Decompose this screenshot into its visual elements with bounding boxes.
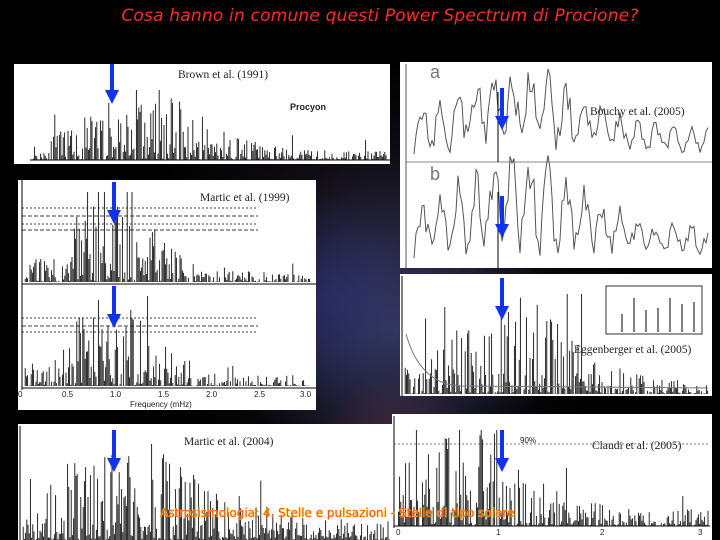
x-tick-2: 1.0 xyxy=(110,390,122,399)
citation-martic-1999: Martic et al. (1999) xyxy=(200,192,290,204)
spectrum-trace xyxy=(24,192,311,282)
arrow-down-icon xyxy=(107,182,121,226)
label-procyon: Procyon xyxy=(290,102,327,112)
panel-eggenberger-2005: Eggenberger et al. (2005) xyxy=(400,274,712,396)
spectrum-martic-1999 xyxy=(21,180,316,390)
x-tick-0: 0 xyxy=(18,390,23,399)
arrow-down-icon xyxy=(107,430,121,474)
spectrum-bouchy xyxy=(405,64,712,268)
sublabel-b: b xyxy=(430,164,441,184)
x-tick-4: 2.0 xyxy=(206,390,218,399)
arrow-down-icon xyxy=(495,430,509,474)
spectrum-trace xyxy=(24,296,309,386)
panel-brown-1991: Brown et al. (1991) Procyon xyxy=(14,64,390,164)
label-90-percent: 90% xyxy=(520,436,537,445)
fit-curve xyxy=(405,333,709,389)
spectrum-trace xyxy=(396,430,709,526)
inset-box xyxy=(605,285,703,335)
citation-martic-2004: Martic et al. (2004) xyxy=(184,436,274,448)
x-tick-3: 1.5 xyxy=(158,390,170,399)
spectrum-eggenberger xyxy=(401,276,709,396)
slide-title: Cosa hanno in comune questi Power Spectr… xyxy=(121,6,639,26)
arrow-down-icon xyxy=(107,286,121,330)
arrow-down-icon xyxy=(105,64,119,104)
slide-footer: Astrosismologia: 4. Stelle e pulsazioni … xyxy=(160,506,515,520)
claudi-x-tick-3: 3 xyxy=(698,528,703,537)
arrow-down-icon xyxy=(495,278,509,322)
x-tick-5: 2.5 xyxy=(254,390,266,399)
x-tick-1: 0.5 xyxy=(62,390,74,399)
panel-bouchy-2005: a b Bouchy et al. (2005) xyxy=(400,62,712,268)
spectrum-trace xyxy=(413,155,709,258)
spectrum-trace xyxy=(413,68,709,155)
spectrum-trace xyxy=(32,90,387,160)
citation-bouchy: Bouchy et al. (2005) xyxy=(590,106,685,118)
citation-brown: Brown et al. (1991) xyxy=(178,69,269,81)
arrow-down-icon xyxy=(495,88,509,132)
x-tick-6: 3.0 xyxy=(300,390,312,399)
spectrum-claudi xyxy=(393,416,710,528)
claudi-x-tick-1: 1 xyxy=(496,528,501,537)
panel-claudi-2005: 90% Claudi et al. (2005) 0 1 2 3 xyxy=(392,414,712,540)
claudi-x-tick-0: 0 xyxy=(396,528,401,537)
citation-eggenberger: Eggenberger et al. (2005) xyxy=(574,344,692,356)
spectrum-brown xyxy=(30,90,390,161)
sublabel-a: a xyxy=(430,62,441,82)
x-axis-label: Frequency (mHz) xyxy=(130,400,192,409)
citation-claudi: Claudi et al. (2005) xyxy=(592,440,682,452)
panel-martic-1999: Martic et al. (1999) 0 0.5 1.0 1.5 2.0 2… xyxy=(18,180,316,410)
arrow-down-icon xyxy=(495,196,509,240)
spectrum-trace xyxy=(22,444,390,540)
claudi-x-tick-2: 2 xyxy=(600,528,605,537)
